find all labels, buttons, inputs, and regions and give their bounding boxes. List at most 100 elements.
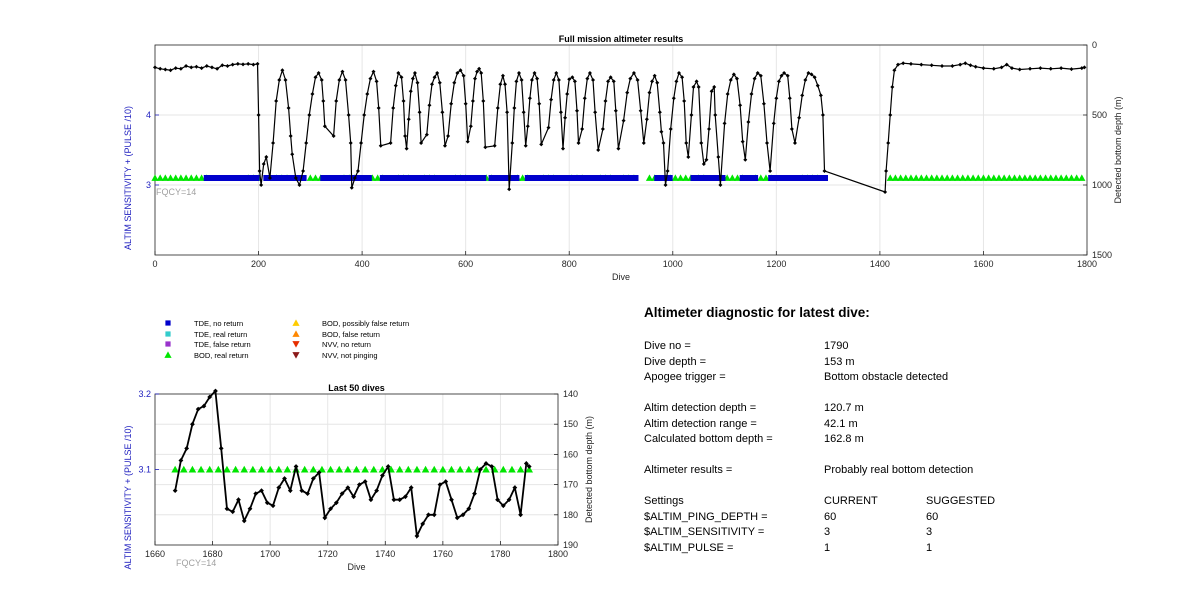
depth-point [316, 470, 322, 475]
depth-point [359, 141, 364, 145]
depth-point [194, 64, 199, 69]
ping-depth-label: $ALTIM_PING_DEPTH = [644, 510, 768, 523]
depth-point [481, 99, 486, 103]
depth-point [435, 71, 440, 75]
depth-point [1059, 66, 1064, 71]
depth-point [184, 445, 190, 451]
bod-marker [1026, 174, 1034, 181]
depth-point [585, 76, 590, 81]
depth-point [172, 488, 178, 494]
depth-point [391, 497, 397, 503]
depth-point [472, 491, 477, 497]
y-right-tick-label: 1000 [1092, 180, 1112, 190]
depth-point [215, 66, 220, 71]
altimeter-results-value: Probably real bottom detection [824, 464, 974, 476]
depth-point [968, 63, 973, 68]
bod-marker [1041, 174, 1050, 181]
bod-marker [378, 465, 387, 473]
depth-point [257, 169, 262, 173]
bod-marker [395, 465, 404, 473]
depth-point [455, 71, 460, 75]
depth-point [220, 63, 225, 68]
depth-point [259, 488, 264, 494]
y-right-tick-label: 140 [563, 389, 578, 399]
depth-point [600, 127, 605, 131]
depth-point [529, 78, 534, 82]
depth-point [178, 66, 183, 71]
depth-point [574, 108, 579, 113]
bod-marker [519, 174, 527, 181]
depth-point [655, 80, 660, 85]
depth-point [716, 155, 721, 159]
depth-point [431, 512, 437, 518]
bod-marker [499, 465, 508, 473]
depth-point [565, 92, 570, 96]
depth-point [901, 61, 906, 66]
ping-depth-suggested: 60 [926, 510, 939, 523]
bod-marker [335, 465, 344, 473]
bod-marker [1010, 174, 1019, 181]
depth-point [351, 494, 357, 500]
depth-point [746, 120, 751, 124]
depth-point [892, 68, 897, 73]
sensitivity-row: $ALTIM_SENSITIVITY = 3 3 [644, 525, 1164, 541]
tde-marker [400, 175, 407, 181]
bod-marker [214, 465, 223, 473]
bod-marker [1047, 174, 1055, 181]
depth-point [483, 145, 488, 150]
bod-marker [318, 465, 326, 473]
bod-marker [508, 465, 516, 473]
legend-marker-triangle-down-icon [292, 341, 300, 348]
chart-title: Full mission altimeter results [559, 34, 684, 44]
depth-point [527, 96, 532, 101]
bod-marker [326, 465, 335, 473]
depth-point [283, 78, 288, 82]
bod-marker [1031, 174, 1039, 181]
bod-marker [979, 174, 988, 181]
depth-point [803, 78, 808, 82]
depth-point [299, 488, 305, 494]
depth-point [919, 62, 924, 67]
depth-point [301, 169, 306, 173]
depth-point [472, 76, 477, 81]
bod-marker [897, 174, 905, 181]
depth-point [475, 69, 480, 74]
depth-point [371, 69, 376, 74]
depth-point [458, 68, 463, 73]
y-right-tick-label: 180 [563, 510, 578, 520]
depth-point [241, 518, 247, 524]
dive-no-label: Dive no = [644, 340, 691, 352]
depth-point [526, 464, 532, 469]
depth-point [546, 125, 551, 130]
depth-point [399, 75, 404, 80]
depth-point [699, 141, 704, 145]
tde-marker [513, 175, 520, 181]
depth-point [393, 83, 398, 88]
y-left-tick-label: 3 [146, 180, 151, 190]
depth-point [738, 103, 743, 108]
depth-point [611, 79, 616, 84]
depth-point [973, 64, 978, 69]
depth-point [523, 461, 529, 466]
pulse-suggested: 1 [926, 541, 933, 554]
legend-label: TDE, no return [194, 319, 243, 328]
bod-marker [995, 174, 1003, 181]
depth-point [1048, 66, 1053, 71]
y-right-tick-label: 170 [563, 480, 578, 490]
x-tick-label: 200 [251, 259, 266, 269]
depth-point [608, 75, 613, 80]
depth-point [696, 85, 701, 89]
bod-marker [1052, 174, 1060, 181]
y-right-tick-label: 190 [563, 540, 578, 550]
bod-marker [917, 174, 925, 181]
depth-point [549, 97, 554, 102]
bod-marker [300, 465, 309, 473]
x-axis-label: Dive [612, 272, 630, 282]
depth-point [650, 79, 655, 84]
depth-point [561, 146, 566, 151]
y-right-axis-label: Detected bottom depth (m) [584, 416, 594, 523]
depth-point [514, 79, 519, 84]
depth-point [280, 68, 285, 73]
